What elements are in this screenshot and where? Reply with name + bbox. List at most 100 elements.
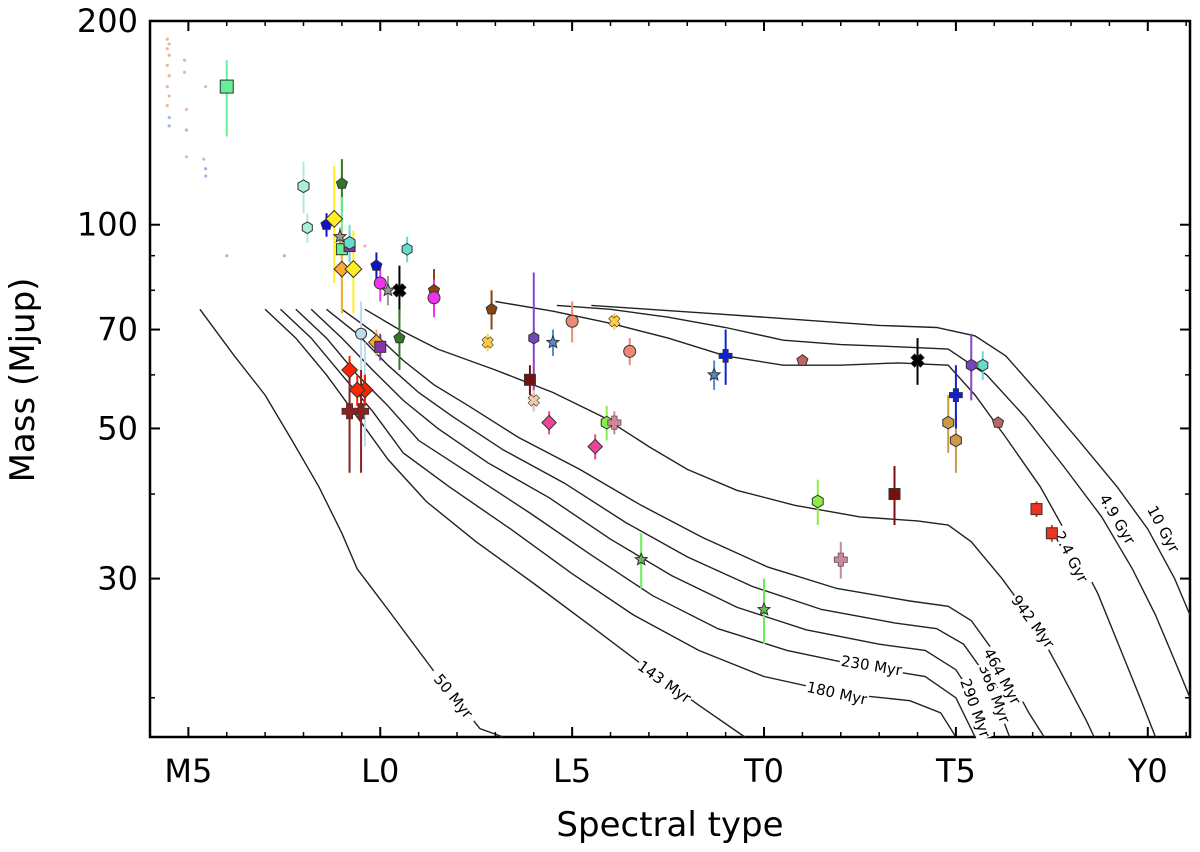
background-dot-11 [182,58,187,62]
data-point-11 [355,327,368,340]
data-point-30 [427,291,441,305]
isochrone-label-bg-8 [1048,524,1094,590]
data-point-40 [623,344,637,358]
background-dot-2 [165,47,169,51]
data-point-56 [965,358,977,372]
isochrone-label-1: 143 Myr [634,657,695,708]
data-point-53 [942,415,955,430]
x-tick-label-2: L5 [553,752,591,790]
data-point-21 [343,236,356,250]
data-point-60 [1045,527,1058,540]
data-point-4 [325,209,344,229]
data-point-55 [948,388,963,403]
isochrone-label-9: 4.9 Gyr [1095,491,1139,548]
x-tick-label-4: T5 [935,752,976,790]
isochrone-10 [591,304,1191,616]
data-point-52 [910,353,925,368]
data-point-31 [485,302,498,315]
background-dot-6 [165,84,169,89]
data-point-25 [392,283,407,298]
data-point-34 [545,334,561,349]
data-point-10 [344,259,363,279]
data-point-26 [393,331,406,344]
background-dot-17 [204,167,208,171]
data-point-42 [607,415,622,430]
data-point-58 [992,416,1005,428]
isochrone-5 [326,308,1011,738]
data-point-46 [796,354,809,366]
data-point-28 [401,242,413,256]
data-point-37 [527,394,540,407]
data-point-57 [977,358,989,372]
data-point-45 [718,348,733,363]
isochrone-label-bg-5 [974,660,1015,727]
plot-frame [148,19,1192,739]
isochrone-label-bg-1 [632,656,696,708]
data-point-2 [301,221,313,235]
background-dot-18 [204,174,208,178]
isochrone-label-bg-6 [978,644,1026,709]
data-point-23 [373,276,387,290]
data-point-44 [706,367,722,382]
isochrone-6 [341,308,1045,738]
isochrone-label-bg-3 [838,651,905,680]
data-point-43 [587,438,604,455]
tick-layer: M5 L0 L5 T0 T5 Y0 30 50 70 100 200 [77,2,1190,790]
data-point-6 [332,229,348,243]
background-dot-13 [184,107,189,112]
data-point-49 [811,494,824,509]
isochrone-label-3: 230 Myr [840,652,904,680]
background-dot-22 [282,254,286,258]
data-point-27 [374,340,387,353]
y-axis-title: Mass (Mjup) [3,278,43,483]
background-dot-0 [165,37,169,41]
background-dot-23 [363,244,367,248]
data-point-47 [633,552,649,566]
data-point-36 [523,373,536,386]
x-tick-label-0: M5 [164,752,212,790]
isochrone-label-2: 180 Myr [805,678,870,709]
x-tick-label-3: T0 [743,752,784,790]
data-point-39 [608,315,621,328]
isochrone-label-10: 10 Gyr [1143,503,1183,557]
data-point-38 [541,414,558,431]
background-dot-14 [184,128,189,132]
isochrone-label-bg-7 [1006,590,1059,653]
y-tick-label-0: 30 [97,560,138,598]
data-point-51 [888,488,901,501]
data-point-1 [297,179,310,194]
y-tick-label-1: 50 [97,409,138,447]
background-dot-9 [167,115,171,120]
isochrone-label-bg-4 [955,675,995,742]
data-point-16 [341,403,358,420]
background-dot-7 [167,94,171,98]
isochrone-label-7: 942 Myr [1007,592,1058,653]
isochrone-label-bg-2 [803,677,871,710]
data-point-32 [481,336,494,349]
isochrone-label-0: 50 Myr [430,670,477,722]
x-axis-title: Spectral type [556,805,783,845]
background-dot-15 [184,155,189,159]
isochrone-8 [495,300,1157,738]
data-point-0 [219,79,234,94]
x-tick-label-1: L0 [361,752,399,790]
background-dots-layer [165,37,367,258]
data-point-54 [949,433,962,448]
data-point-5 [335,177,348,189]
y-tick-label-4: 200 [77,2,138,40]
background-dot-1 [167,42,171,46]
data-point-24 [380,282,396,297]
background-dot-8 [165,103,169,108]
background-dot-16 [202,157,206,161]
background-dot-21 [225,254,229,258]
y-tick-label-3: 100 [77,206,138,244]
data-point-20 [348,381,366,399]
data-point-59 [1030,503,1043,516]
x-tick-label-5: Y0 [1127,752,1168,790]
data-point-48 [756,601,772,616]
background-dot-3 [167,53,171,57]
data-point-35 [565,314,579,328]
data-point-13 [341,361,359,379]
background-dot-10 [167,124,171,128]
